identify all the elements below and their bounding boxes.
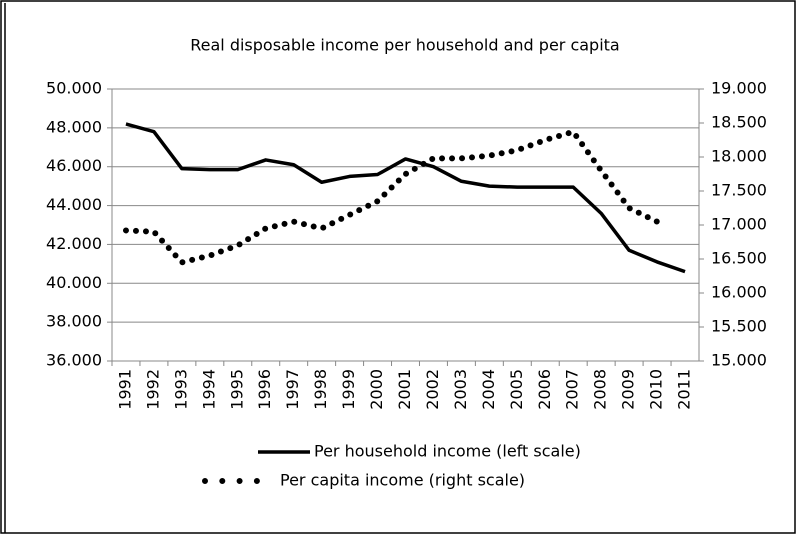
y2-tick-label: 15.000 [711,351,767,370]
x-tick-label: 1998 [311,369,330,410]
x-tick-label: 2008 [591,369,610,410]
x-tick-label: 2003 [451,369,470,410]
y2-tick-label: 18.500 [711,113,767,132]
legend-label: Per household income (left scale) [314,442,581,461]
x-tick-label: 1997 [283,369,302,410]
x-tick-label: 1999 [339,369,358,410]
x-tick-label: 1992 [143,369,162,410]
x-tick-label: 2005 [507,369,526,410]
y2-tick-label: 16.000 [711,283,767,302]
x-tick-label: 2002 [423,369,442,410]
x-tick-label: 1993 [171,369,190,410]
y-tick-label: 46.000 [46,156,102,175]
x-tick-label: 2009 [619,369,638,410]
x-tick-label: 2006 [535,369,554,410]
y-tick-label: 40.000 [46,273,102,292]
x-tick-label: 1994 [199,369,218,410]
y-tick-label: 50.000 [46,79,102,98]
y2-tick-label: 15.500 [711,317,767,336]
y-tick-label: 44.000 [46,195,102,214]
x-tick-label: 2001 [395,369,414,410]
legend-label: Per capita income (right scale) [280,471,525,490]
chart-title: Real disposable income per household and… [190,36,619,55]
y2-tick-label: 16.500 [711,249,767,268]
x-tick-label: 1996 [255,369,274,410]
series-line [125,122,686,274]
y2-tick-label: 19.000 [711,79,767,98]
x-tick-label: 2004 [479,369,498,410]
y2-tick-label: 18.000 [711,147,767,166]
y2-tick-label: 17.000 [711,215,767,234]
x-tick-label: 2007 [563,369,582,410]
x-tick-label: 2000 [367,369,386,410]
y-tick-label: 36.000 [46,351,102,370]
y2-tick-label: 17.500 [711,181,767,200]
y-tick-label: 42.000 [46,234,102,253]
x-tick-label: 2010 [647,369,666,410]
y-tick-label: 38.000 [46,312,102,331]
x-tick-label: 1991 [115,369,134,410]
series-line [122,128,661,266]
y-tick-label: 48.000 [46,117,102,136]
x-tick-label: 2011 [675,369,694,410]
x-tick-label: 1995 [227,369,246,410]
